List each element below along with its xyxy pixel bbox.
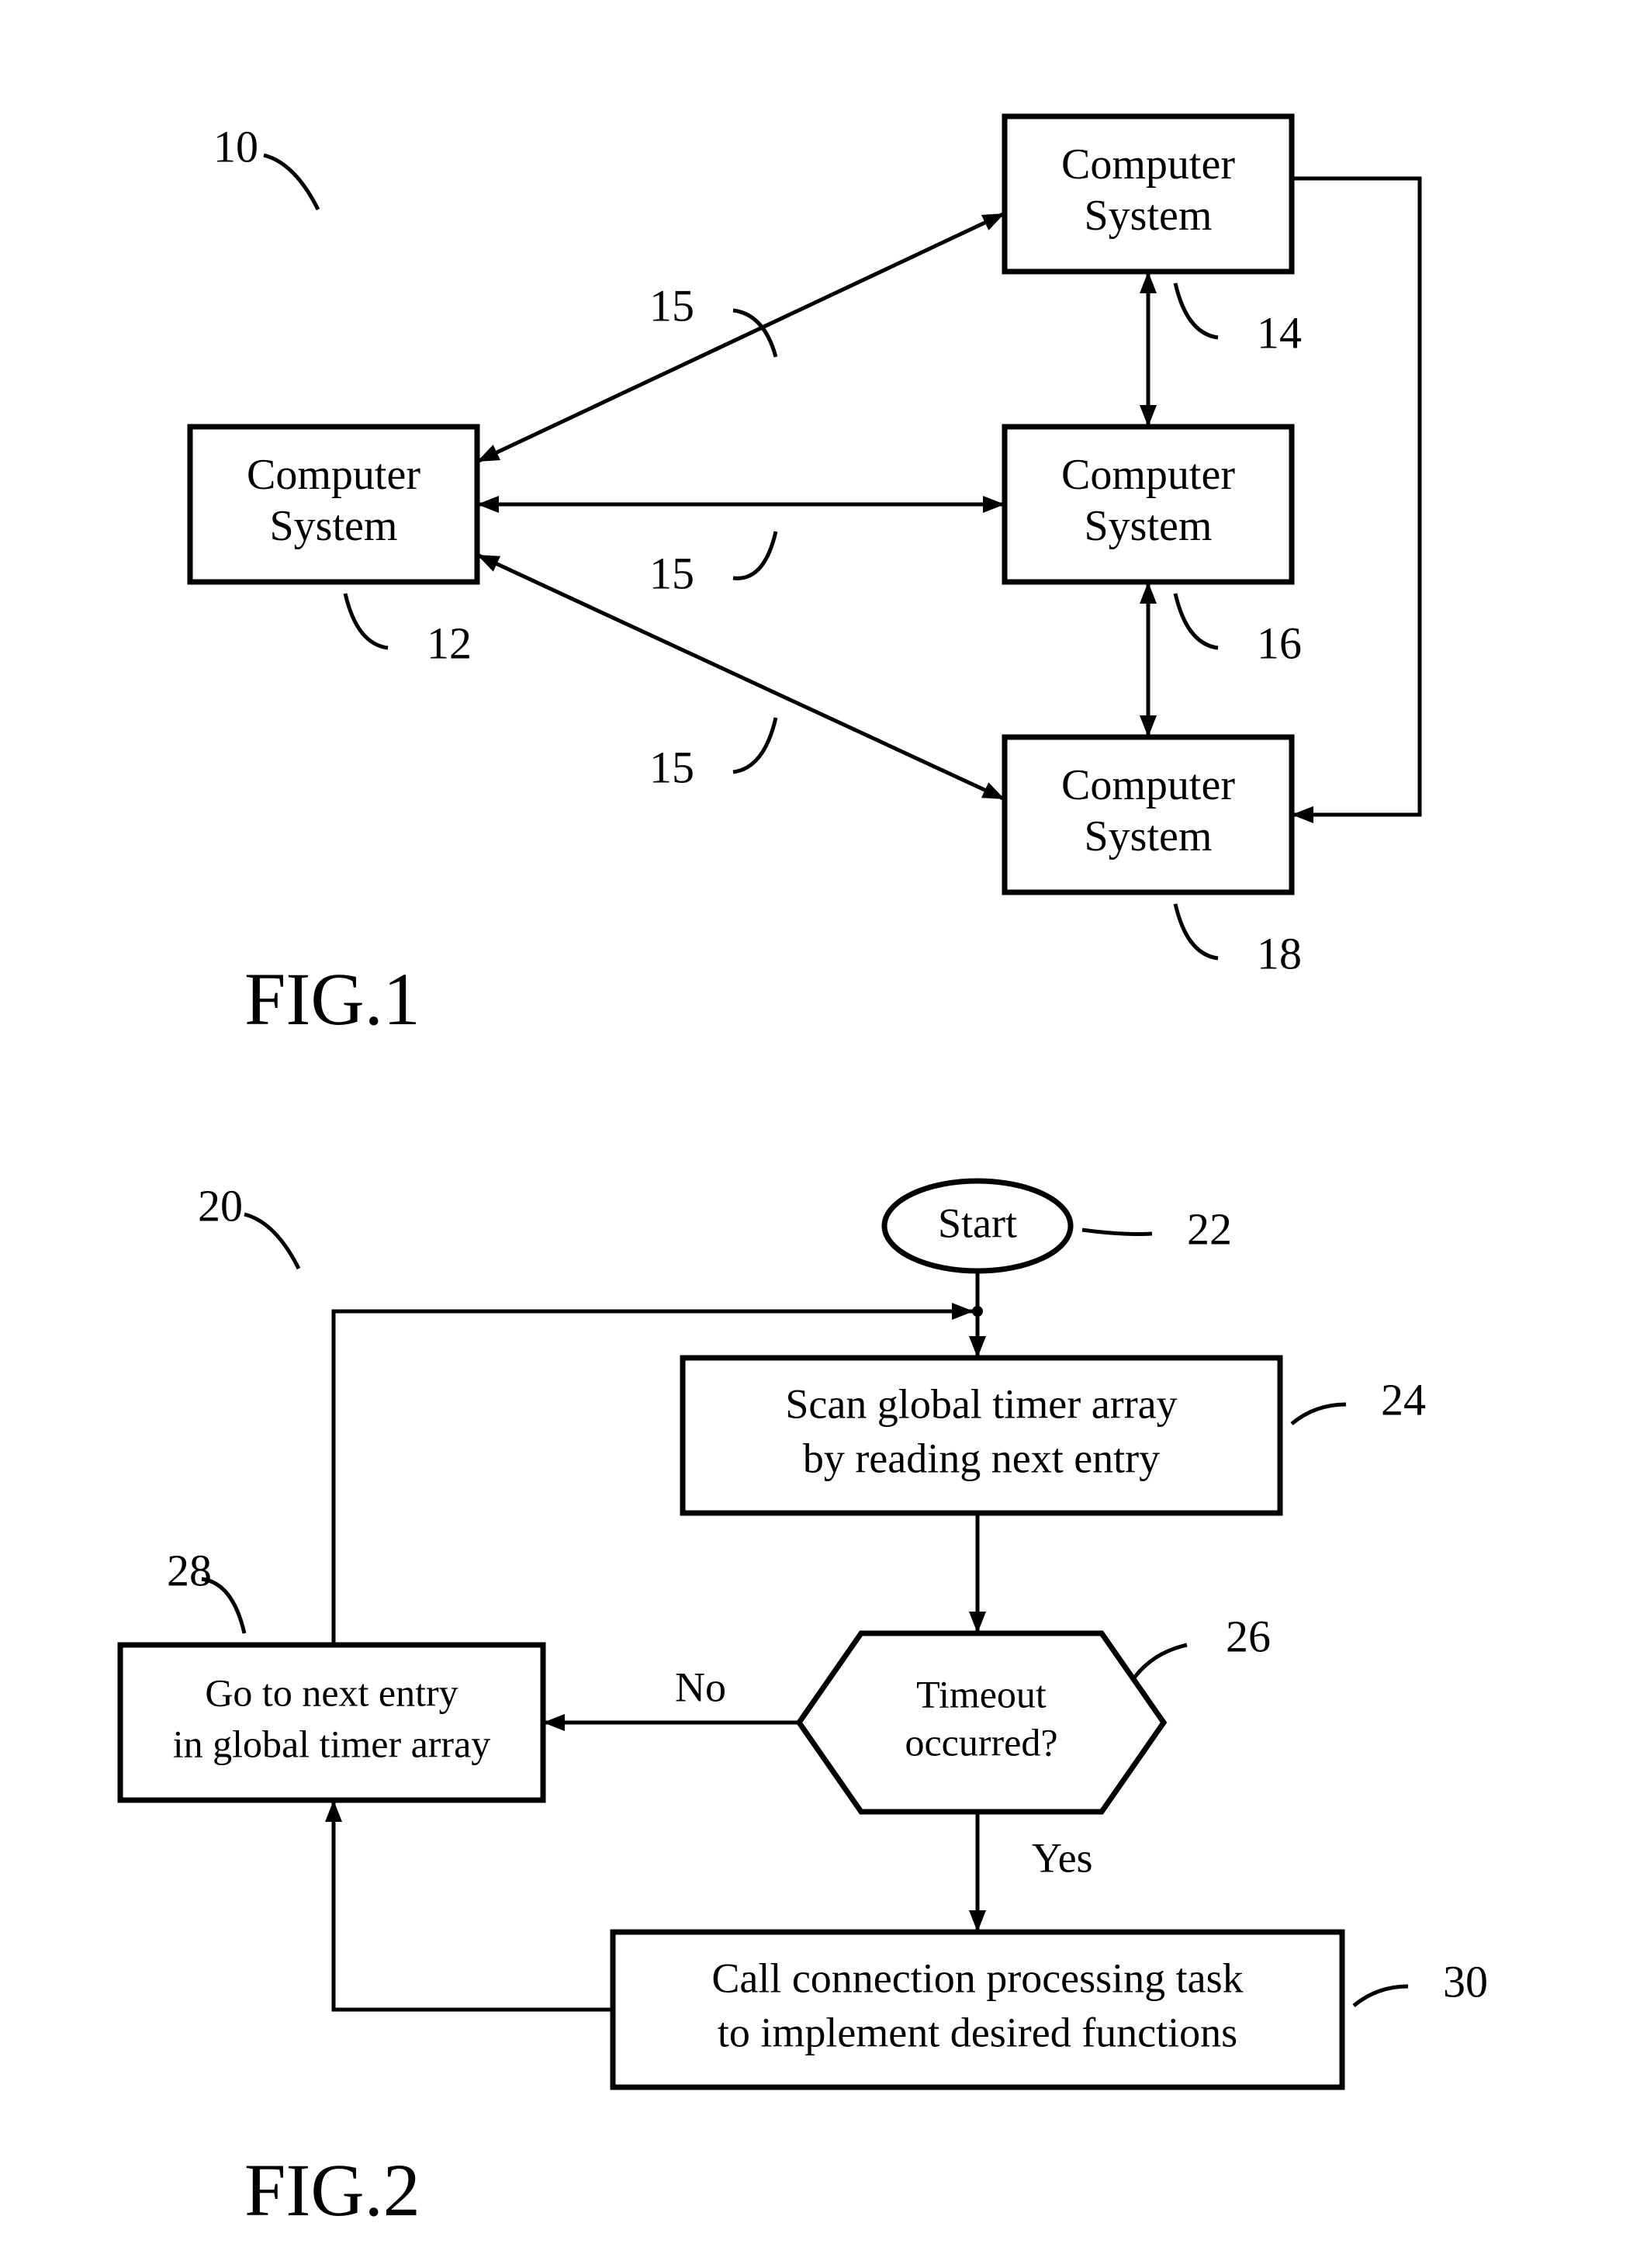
ref-15-2: 15 <box>649 742 694 792</box>
ref-16: 16 <box>1257 618 1302 668</box>
ref-15-1: 15 <box>649 548 694 598</box>
ref-20: 20 <box>198 1180 243 1231</box>
node-cs16-text: Computer <box>1061 451 1235 499</box>
box-28-text: in global timer array <box>173 1722 491 1765</box>
start-text: Start <box>938 1200 1017 1246</box>
ref-10: 10 <box>213 121 258 171</box>
ref-22: 22 <box>1187 1203 1232 1254</box>
label-yes: Yes <box>1032 1834 1093 1881</box>
label-no: No <box>675 1664 726 1710</box>
node-cs14-text: Computer <box>1061 140 1235 189</box>
box-24-text: by reading next entry <box>803 1435 1160 1481</box>
svg-text:Timeout: Timeout <box>916 1672 1047 1716</box>
ref-14: 14 <box>1257 307 1302 358</box>
ref-24: 24 <box>1381 1374 1426 1425</box>
box-30-text: Call connection processing task <box>711 1955 1243 2001</box>
box-28-text: Go to next entry <box>205 1671 458 1714</box>
fig1-caption: FIG.1 <box>244 957 420 1041</box>
node-cs18-text: System <box>1085 812 1213 860</box>
ref-28: 28 <box>167 1545 212 1595</box>
node-cs18-text: Computer <box>1061 761 1235 809</box>
fig2-caption: FIG.2 <box>244 2149 420 2232</box>
box-30-text: to implement desired functions <box>718 2009 1237 2055</box>
ref-30: 30 <box>1443 1956 1488 2007</box>
svg-text:occurred?: occurred? <box>905 1720 1057 1764</box>
ref-15-0: 15 <box>649 280 694 331</box>
ref-12: 12 <box>427 618 472 668</box>
node-cs12-text: Computer <box>247 451 420 499</box>
box-24-text: Scan global timer array <box>785 1380 1177 1427</box>
ref-26: 26 <box>1226 1611 1271 1661</box>
ref-18: 18 <box>1257 928 1302 978</box>
node-cs16-text: System <box>1085 502 1213 550</box>
fig1-arrow-5 <box>1292 178 1420 815</box>
node-cs12-text: System <box>270 502 398 550</box>
node-cs14-text: System <box>1085 192 1213 240</box>
flow-4 <box>334 1800 613 2010</box>
